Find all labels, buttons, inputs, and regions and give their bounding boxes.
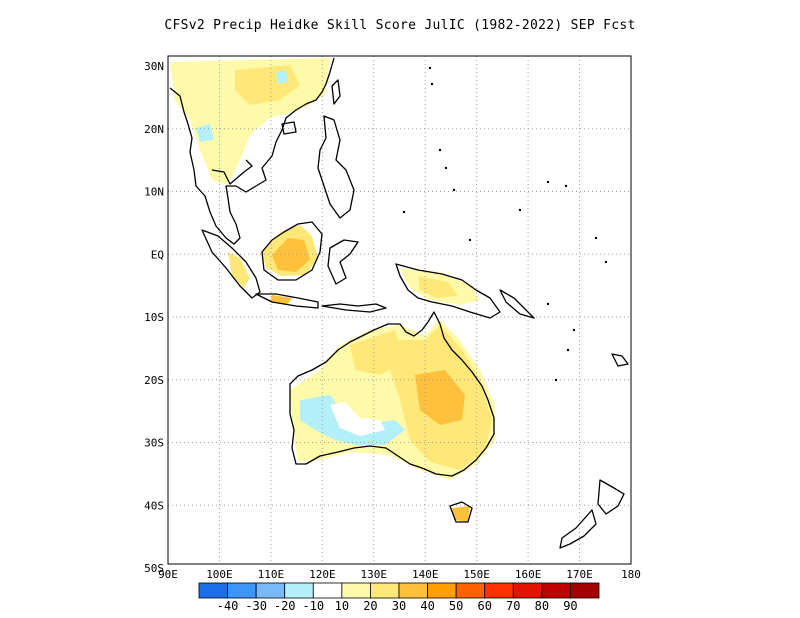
coast-thailand: [211, 159, 253, 185]
shade-australia-north: [350, 330, 405, 375]
colorbar-label: 70: [506, 599, 520, 613]
shade-java: [270, 295, 292, 304]
lon-tick-label: 90E: [158, 568, 178, 581]
colorbar-swatch: [541, 582, 571, 599]
coast-nz-south: [559, 509, 597, 549]
coastlines: [169, 57, 629, 549]
lon-tick-label: 140E: [412, 568, 439, 581]
coast-newguinea: [395, 263, 501, 319]
coast-solomons: [499, 289, 535, 319]
lon-tick-label: 150E: [463, 568, 490, 581]
colorbar-label: 60: [477, 599, 491, 613]
coast-borneo: [261, 221, 323, 281]
colorbar-label: 50: [449, 599, 463, 613]
coast-sumatra: [201, 229, 261, 299]
colorbar-swatch: [341, 582, 371, 599]
lat-tick-label: 10N: [144, 186, 164, 199]
colorbar-swatch: [312, 582, 343, 599]
lat-tick-label: 30N: [144, 60, 164, 73]
colorbar-label: -20: [274, 599, 296, 613]
map-title: CFSv2 Precip Heidke Skill Score JulIC (1…: [164, 18, 636, 33]
lat-tick-label: 20S: [144, 374, 164, 387]
lat-tick-label: 30S: [144, 437, 164, 450]
coast-java: [255, 293, 319, 309]
coast-philippines: [317, 115, 355, 219]
lon-tick-label: 180: [621, 568, 641, 581]
shade-australia-white: [330, 402, 385, 436]
lon-tick-label: 110E: [258, 568, 285, 581]
colorbar-swatch: [512, 582, 543, 599]
colorbar-label: -40: [217, 599, 239, 613]
lat-axis-labels: 30N 20N 10N EQ 10S 20S 30S 40S 50S: [144, 60, 164, 575]
colorbar: -40 -30 -20 -10 10 20 30 40 50 60 70 80 90: [198, 582, 600, 613]
colorbar-swatch: [198, 582, 228, 599]
lat-tick-label: 40S: [144, 499, 164, 512]
coast-australia: [289, 311, 495, 477]
colorbar-swatch: [227, 582, 257, 599]
colorbar-swatch: [455, 582, 486, 599]
colorbar-label: 40: [420, 599, 434, 613]
colorbar-label: -30: [245, 599, 267, 613]
colorbar-label: 30: [392, 599, 406, 613]
shade-australia-core: [415, 370, 465, 425]
colorbar-label: -10: [302, 599, 324, 613]
colorbar-label: 80: [535, 599, 549, 613]
coast-taiwan: [331, 79, 341, 105]
map-gridlines: [168, 56, 631, 564]
shade-borneo-core: [272, 238, 310, 272]
shade-cool-2: [276, 70, 288, 84]
colorbar-label: 20: [363, 599, 377, 613]
coast-nz-north: [597, 479, 625, 515]
colorbar-swatch: [570, 582, 600, 599]
shade-tasmania: [452, 506, 470, 522]
skill-shading: [170, 58, 495, 522]
lon-tick-label: 130E: [361, 568, 388, 581]
lon-tick-label: 100E: [206, 568, 233, 581]
lon-tick-label: 160E: [515, 568, 542, 581]
lat-tick-label: 10S: [144, 311, 164, 324]
shade-newguinea-core: [418, 276, 458, 298]
coast-asia: [169, 57, 335, 245]
lon-axis-labels: 90E 100E 110E 120E 130E 140E 150E 160E 170E 180: [158, 568, 641, 581]
lat-tick-label: EQ: [151, 248, 164, 261]
coast-hainan: [281, 121, 297, 135]
lon-tick-label: 120E: [309, 568, 336, 581]
pacific-islands: [402, 66, 608, 382]
coast-sunda: [321, 303, 387, 313]
colorbar-swatch: [284, 582, 314, 599]
lon-tick-label: 170E: [566, 568, 593, 581]
lat-tick-label: 20N: [144, 123, 164, 136]
colorbar-swatch: [370, 582, 400, 599]
colorbar-swatch: [255, 582, 286, 599]
coast-tasmania: [449, 501, 473, 523]
coast-sulawesi: [327, 239, 359, 285]
map-frame: [167, 55, 632, 565]
coast-fiji: [611, 353, 629, 367]
colorbar-swatch: [427, 582, 457, 599]
lat-tick-label: 50S: [144, 562, 164, 575]
colorbar-label: 90: [563, 599, 577, 613]
shade-sumatra: [228, 252, 250, 288]
colorbar-swatch: [398, 582, 428, 599]
colorbar-label: 10: [335, 599, 349, 613]
colorbar-swatch: [484, 582, 514, 599]
